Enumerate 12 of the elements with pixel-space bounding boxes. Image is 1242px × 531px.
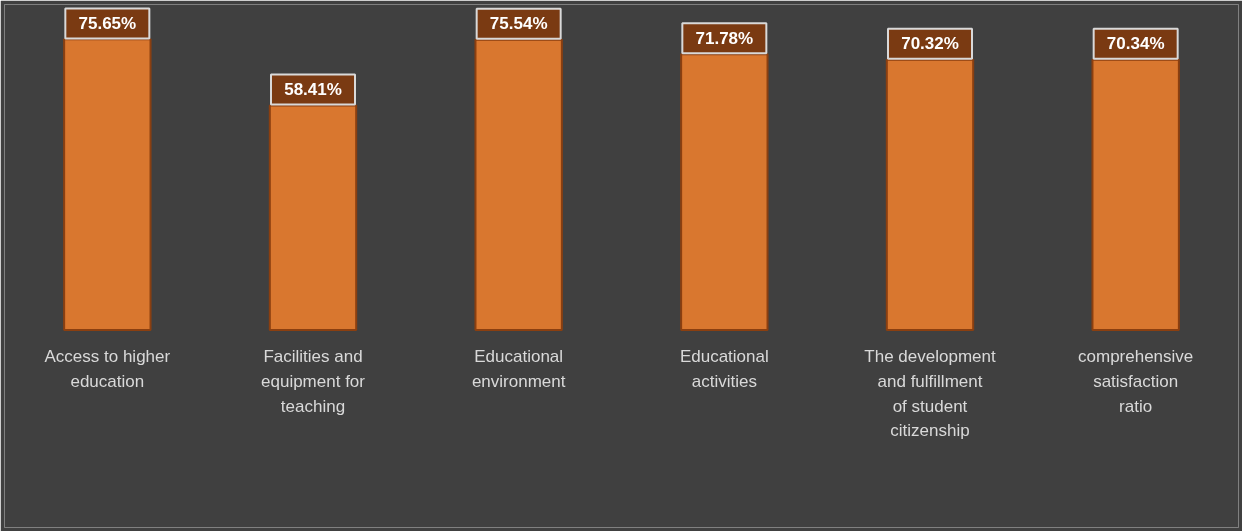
x-tick-label: The development and fulfillment of student citizenship: [864, 347, 996, 441]
data-label: 58.41%: [284, 80, 342, 100]
x-tick-label: Facilities and equipment for teaching: [261, 347, 366, 416]
data-label: 75.54%: [489, 14, 548, 34]
x-tick-label: Educational environment: [471, 347, 566, 392]
x-tick-label: Access to higher education: [44, 347, 171, 392]
data-label: 70.32%: [901, 34, 959, 54]
data-label: 70.34%: [1106, 34, 1165, 54]
x-tick-label: comprehensive satisfaction ratio: [1078, 347, 1194, 416]
data-label: 75.65%: [78, 13, 137, 33]
data-label: 71.78%: [695, 28, 754, 48]
x-tick-label: Educational activities: [679, 347, 769, 392]
